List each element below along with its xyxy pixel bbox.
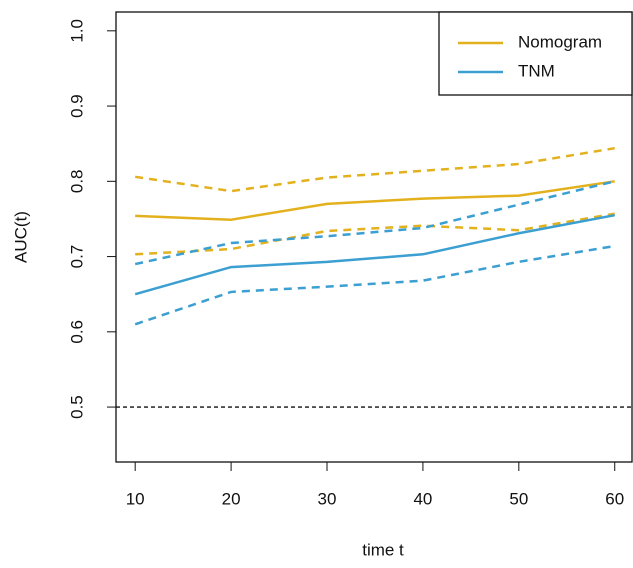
series-line	[134, 213, 615, 296]
y-tick-label: 1.0	[67, 19, 86, 43]
lower-bound-line	[134, 244, 615, 326]
x-tick-label: 50	[509, 489, 528, 508]
x-axis-label: time t	[362, 540, 404, 559]
y-tick-label: 0.5	[67, 395, 86, 419]
y-tick-label: 0.7	[67, 245, 86, 269]
y-axis-label: AUC(t)	[11, 211, 30, 263]
legend-label: Nomogram	[518, 32, 602, 51]
y-tick-label: 0.6	[67, 320, 86, 344]
lower-bound-line	[135, 212, 615, 256]
x-tick-label: 60	[605, 489, 624, 508]
legend-box	[438, 11, 633, 96]
upper-bound-line	[134, 146, 615, 193]
legend-label: TNM	[518, 61, 555, 80]
plot-frame	[115, 11, 633, 463]
x-tick-label: 40	[413, 489, 432, 508]
x-tick-label: 20	[222, 489, 241, 508]
series-line	[135, 180, 615, 221]
x-tick-label: 10	[126, 489, 145, 508]
y-tick-label: 0.8	[67, 169, 86, 193]
y-tick-label: 0.9	[67, 94, 86, 118]
x-tick-label: 30	[318, 489, 337, 508]
upper-bound-line	[134, 180, 616, 266]
